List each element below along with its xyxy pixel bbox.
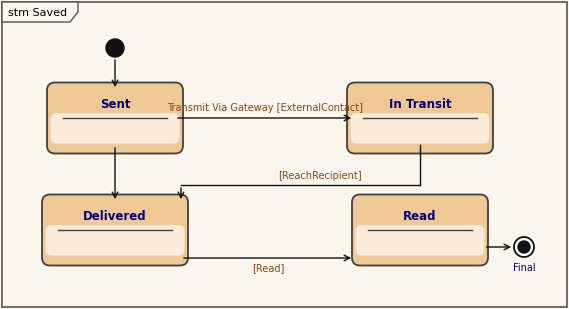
FancyBboxPatch shape (358, 94, 488, 149)
FancyBboxPatch shape (42, 194, 188, 265)
Text: [Read]: [Read] (252, 263, 284, 273)
FancyBboxPatch shape (351, 113, 489, 143)
Circle shape (514, 237, 534, 257)
Circle shape (518, 241, 530, 253)
Text: Sent: Sent (100, 98, 130, 111)
Text: stm Saved: stm Saved (8, 8, 67, 18)
FancyBboxPatch shape (356, 225, 484, 256)
FancyBboxPatch shape (352, 194, 488, 265)
FancyBboxPatch shape (363, 205, 483, 260)
FancyBboxPatch shape (51, 113, 179, 143)
Text: [ReachRecipient]: [ReachRecipient] (278, 171, 362, 181)
Text: Delivered: Delivered (83, 210, 147, 223)
FancyBboxPatch shape (58, 94, 178, 149)
FancyBboxPatch shape (347, 83, 493, 154)
FancyBboxPatch shape (46, 225, 184, 256)
Text: Final: Final (513, 263, 535, 273)
Text: Read: Read (403, 210, 437, 223)
Text: In Transit: In Transit (389, 98, 451, 111)
Text: Transmit Via Gateway [ExternalContact]: Transmit Via Gateway [ExternalContact] (167, 103, 363, 113)
FancyBboxPatch shape (53, 205, 183, 260)
Polygon shape (2, 2, 78, 22)
FancyBboxPatch shape (47, 83, 183, 154)
Circle shape (106, 39, 124, 57)
